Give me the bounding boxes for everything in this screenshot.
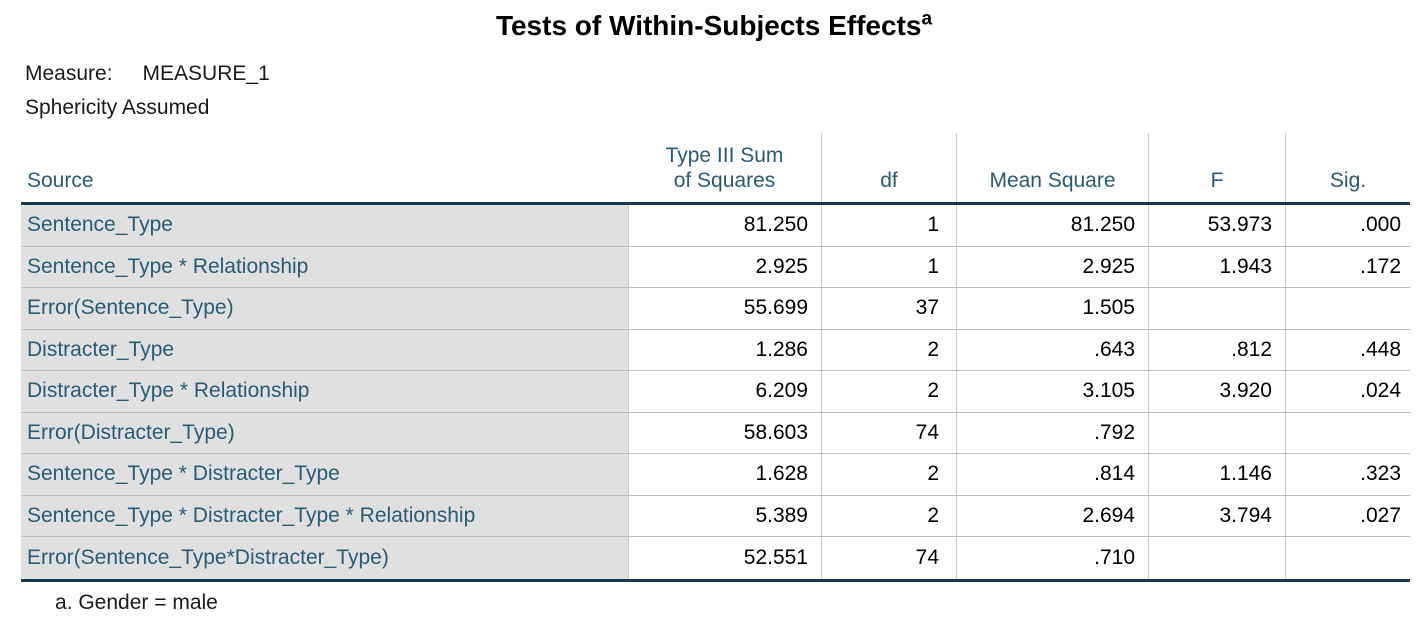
row-ms-value: 1.505 [956,288,1148,329]
row-df-value: 2 [821,454,956,495]
row-ss-value: 52.551 [628,537,821,579]
row-source-label: Error(Sentence_Type) [21,288,628,329]
row-ss-value: 1.286 [628,329,821,370]
header-sig: Sig. [1285,133,1410,202]
row-ms-value: .710 [956,537,1148,579]
table-row: Error(Sentence_Type*Distracter_Type) 52.… [21,537,1410,579]
row-df-value: 74 [821,412,956,453]
table-title-text: Tests of Within-Subjects Effects [495,10,922,41]
row-source-label: Error(Sentence_Type*Distracter_Type) [21,537,628,579]
measure-label: Measure: [25,62,113,85]
row-df-value: 2 [821,495,956,536]
row-ms-value: 81.250 [956,205,1148,246]
row-sig-value: .323 [1285,454,1410,495]
row-f-value: 53.973 [1148,205,1285,246]
row-ms-value: .792 [956,412,1148,453]
row-f-value [1148,537,1285,579]
within-subjects-effects-table: Source Type III Sum of Squares df Mean Sq… [21,133,1410,582]
header-type-iii-sum-of-squares: Type III Sum of Squares [665,143,784,192]
row-source-label: Sentence_Type * Distracter_Type [21,454,628,495]
row-sig-value [1285,288,1410,329]
row-ms-value: .643 [956,329,1148,370]
row-df-value: 2 [821,329,956,370]
measure-line: Measure: MEASURE_1 [25,62,270,86]
row-sig-value [1285,537,1410,579]
row-ms-value: .814 [956,454,1148,495]
row-f-value [1148,288,1285,329]
row-sig-value: .448 [1285,329,1410,370]
row-df-value: 2 [821,371,956,412]
row-sig-value: .172 [1285,246,1410,287]
row-f-value: 1.146 [1148,454,1285,495]
table-row: Sentence_Type * Relationship 2.925 1 2.9… [21,246,1410,288]
table-row: Sentence_Type * Distracter_Type 1.628 2 … [21,454,1410,496]
row-source-label: Sentence_Type * Distracter_Type * Relati… [21,495,628,536]
row-ss-value: 2.925 [628,246,821,287]
row-source-label: Error(Distracter_Type) [21,412,628,453]
table-row: Sentence_Type * Distracter_Type * Relati… [21,495,1410,537]
row-df-value: 37 [821,288,956,329]
header-f: F [1148,133,1285,202]
table-row: Sentence_Type 81.250 1 81.250 53.973 .00… [21,205,1410,247]
row-ss-value: 55.699 [628,288,821,329]
row-source-label: Distracter_Type * Relationship [21,371,628,412]
measure-value: MEASURE_1 [142,62,270,85]
row-f-value: .812 [1148,329,1285,370]
row-sig-value: .027 [1285,495,1410,536]
row-ss-value: 58.603 [628,412,821,453]
header-mean-square: Mean Square [956,133,1148,202]
row-sig-value: .024 [1285,371,1410,412]
row-f-value [1148,412,1285,453]
row-ss-value: 81.250 [628,205,821,246]
footnote-gender-male: a. Gender = male [55,591,218,614]
table-row: Distracter_Type * Relationship 6.209 2 3… [21,371,1410,413]
row-df-value: 74 [821,537,956,579]
row-ss-value: 1.628 [628,454,821,495]
table-row: Error(Distracter_Type) 58.603 74 .792 [21,412,1410,454]
header-source: Source [27,168,94,192]
table-row: Error(Sentence_Type) 55.699 37 1.505 [21,288,1410,330]
row-source-label: Distracter_Type [21,329,628,370]
header-df: df [821,133,956,202]
table-title: Tests of Within-Subjects Effectsa [0,10,1428,42]
row-sig-value [1285,412,1410,453]
row-f-value: 3.794 [1148,495,1285,536]
table-row: Distracter_Type 1.286 2 .643 .812 .448 [21,329,1410,371]
table-title-superscript: a [921,8,933,30]
row-ms-value: 2.694 [956,495,1148,536]
row-sig-value: .000 [1285,205,1410,246]
table-header-row: Source Type III Sum of Squares df Mean Sq… [21,133,1410,205]
row-ss-value: 5.389 [628,495,821,536]
row-df-value: 1 [821,246,956,287]
row-ss-value: 6.209 [628,371,821,412]
row-source-label: Sentence_Type * Relationship [21,246,628,287]
row-f-value: 1.943 [1148,246,1285,287]
row-ms-value: 3.105 [956,371,1148,412]
row-ms-value: 2.925 [956,246,1148,287]
row-f-value: 3.920 [1148,371,1285,412]
row-df-value: 1 [821,205,956,246]
row-source-label: Sentence_Type [21,205,628,246]
sphericity-assumed-label: Sphericity Assumed [25,96,210,119]
